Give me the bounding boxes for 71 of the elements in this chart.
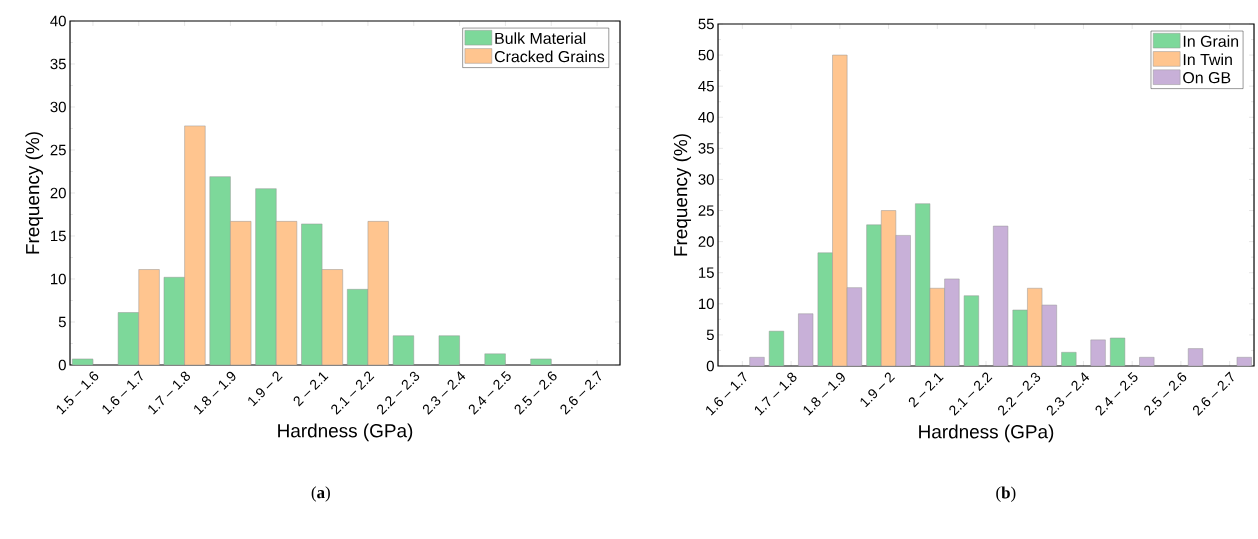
x-tick-label: 1.6 – 1.7 xyxy=(706,371,747,416)
x-tick-label: 2.4 – 2.5 xyxy=(468,370,511,415)
bar xyxy=(963,295,979,367)
x-tick-label: 2.3 – 2.4 xyxy=(1046,372,1090,416)
x-tick-label: 1.8 – 1.9 xyxy=(803,372,845,416)
y-tick-label: 25 xyxy=(50,144,66,156)
x-tick-label: 1.9 – 2 xyxy=(860,372,895,408)
bar xyxy=(438,335,460,366)
x-tick-label: 2.2 – 2.3 xyxy=(998,372,1041,416)
y-tick-label: 35 xyxy=(698,143,714,154)
x-tick-label: 2.1 – 2.2 xyxy=(331,371,375,415)
x-tick-label: 2.4 – 2.5 xyxy=(1095,371,1138,416)
y-tick-label: 55 xyxy=(698,18,714,30)
legend-label: In Twin xyxy=(1183,53,1232,66)
bar xyxy=(1110,337,1126,367)
y-tick-label: 0 xyxy=(706,360,714,372)
x-tick-label: 2.6 – 2.7 xyxy=(560,370,602,415)
legend-label: Bulk Material xyxy=(495,32,586,45)
bar xyxy=(1139,357,1155,367)
bar xyxy=(484,353,506,366)
x-tick-label: 1.7 – 1.8 xyxy=(148,371,191,415)
legend-label: Cracked Grains xyxy=(494,50,605,63)
x-tick-label: 1.8 – 1.9 xyxy=(194,371,236,415)
bar xyxy=(1061,352,1077,367)
x-tick-label: 2 – 2.1 xyxy=(293,372,329,407)
bar xyxy=(530,358,552,366)
y-tick-label: 25 xyxy=(698,205,714,216)
y-tick-label: 30 xyxy=(698,174,714,185)
x-tick-label: 2 – 2.1 xyxy=(908,373,944,408)
x-axis-title: Hardness (GPa) xyxy=(919,424,1054,443)
y-tick-label: 15 xyxy=(699,267,714,278)
y-tick-label: 40 xyxy=(50,15,66,27)
x-tick-label: 1.5 – 1.6 xyxy=(56,371,99,415)
text: (b) xyxy=(996,486,1016,502)
y-axis-title: Frequency (%) xyxy=(25,132,44,254)
x-tick-label: 2.2 – 2.3 xyxy=(377,371,420,415)
x-tick-label: 2.3 – 2.4 xyxy=(422,371,466,415)
x-tick-label: 2.6 – 2.7 xyxy=(1192,371,1234,416)
y-tick-label: 35 xyxy=(50,58,66,70)
x-tick-label: 2.5 – 2.6 xyxy=(1144,372,1187,416)
y-tick-label: 50 xyxy=(698,49,714,61)
y-tick-label: 30 xyxy=(50,101,66,113)
y-tick-label: 5 xyxy=(58,316,66,328)
y-tick-label: 40 xyxy=(698,111,714,123)
legend-label: On GB xyxy=(1183,72,1231,84)
y-axis-title: Frequency (%) xyxy=(673,134,692,256)
x-tick-label: 1.9 – 2 xyxy=(248,371,283,407)
bar xyxy=(1236,357,1252,367)
y-tick-label: 10 xyxy=(51,273,66,285)
y-tick-label: 20 xyxy=(698,236,714,247)
y-tick-label: 20 xyxy=(50,187,66,199)
x-tick-label: 1.7 – 1.8 xyxy=(754,372,797,416)
y-tick-label: 15 xyxy=(51,230,66,242)
bar xyxy=(768,330,785,367)
bar xyxy=(1090,339,1106,367)
bar xyxy=(392,335,415,366)
x-axis-title: Hardness (GPa) xyxy=(278,423,413,442)
y-tick-label: 5 xyxy=(706,329,714,341)
bar xyxy=(993,225,1009,367)
x-tick-label: 1.6 – 1.7 xyxy=(102,370,143,415)
y-tick-label: 45 xyxy=(698,80,714,92)
bar xyxy=(749,357,765,367)
bar xyxy=(798,313,814,367)
y-tick-label: 10 xyxy=(699,298,714,310)
bar xyxy=(72,358,94,366)
legend-label: In Grain xyxy=(1183,35,1239,47)
y-tick-label: 0 xyxy=(58,359,66,371)
text: (a) xyxy=(311,486,330,502)
x-tick-label: 2.5 – 2.6 xyxy=(514,371,557,415)
x-tick-label: 2.1 – 2.2 xyxy=(949,372,993,416)
bar xyxy=(1187,348,1204,367)
